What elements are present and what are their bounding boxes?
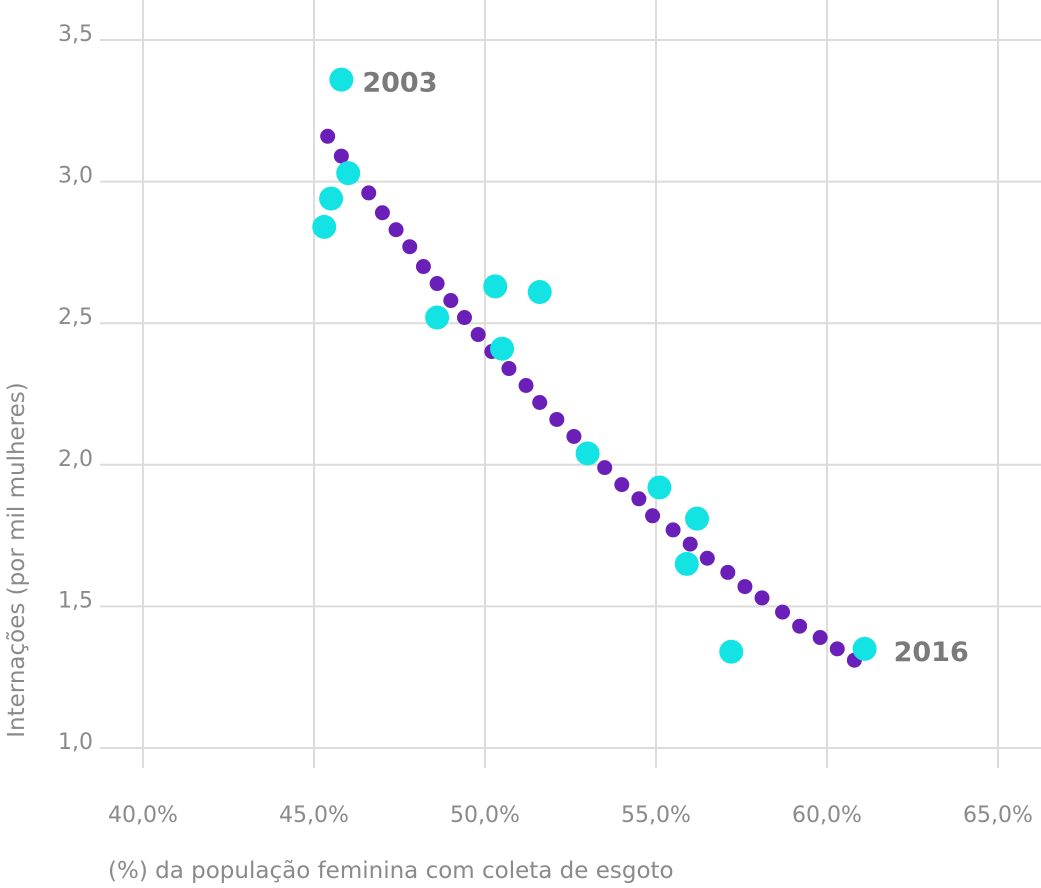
y-tick-label: 1,0 (58, 730, 93, 755)
trend-dot (682, 536, 698, 552)
trend-dot (402, 239, 418, 255)
trend-dot (443, 293, 459, 309)
data-point (319, 186, 344, 211)
data-point (685, 506, 710, 531)
trend-dot (614, 477, 630, 493)
data-point (527, 280, 552, 305)
y-tick-label: 2,0 (58, 447, 93, 472)
data-point (575, 441, 600, 466)
trend-dot (374, 205, 390, 221)
x-tick-label: 40,0% (108, 803, 178, 828)
trend-dot (320, 128, 336, 144)
data-point (312, 214, 337, 239)
trend-dot (597, 460, 613, 476)
data-point (852, 636, 877, 661)
trend-dot (754, 590, 770, 606)
y-tick-label: 1,5 (58, 588, 93, 613)
x-tick-label: 60,0% (792, 803, 862, 828)
x-tick-label: 50,0% (450, 803, 520, 828)
trend-dot (333, 148, 349, 164)
trend-dot (429, 276, 445, 292)
trend-dot (361, 185, 377, 201)
y-tick-label: 2,5 (58, 305, 93, 330)
trend-dot (501, 361, 517, 377)
trend-dot (829, 641, 845, 657)
data-point (647, 475, 672, 500)
trend-dot (456, 310, 472, 326)
x-axis-title: (%) da população feminina com coleta de … (108, 858, 674, 884)
data-points (312, 67, 877, 664)
data-point-label: 2016 (894, 637, 969, 668)
trend-dot (518, 378, 534, 394)
y-tick-label: 3,5 (58, 22, 93, 47)
x-tick-label: 65,0% (963, 803, 1033, 828)
trend-dot (415, 259, 431, 275)
y-tick-label: 3,0 (58, 164, 93, 189)
trend-dot (566, 428, 582, 444)
data-point (674, 551, 699, 576)
point-labels: 2003 2016 (362, 68, 968, 668)
trend-dot (665, 522, 681, 538)
data-point (483, 274, 508, 299)
x-tick-label: 45,0% (279, 803, 349, 828)
y-axis-title: Internações (por mil mulheres) (4, 382, 30, 737)
trend-dot (388, 222, 404, 238)
trend-dot (812, 630, 828, 646)
data-point-label: 2003 (362, 68, 437, 99)
data-point (329, 67, 354, 92)
data-point (719, 639, 744, 664)
y-axis-ticks: 1,0 1,5 2,0 2,5 3,0 3,5 (58, 22, 93, 755)
trend-dot (720, 564, 736, 580)
trend-dot (532, 394, 548, 410)
x-tick-label: 55,0% (621, 803, 691, 828)
trend-dot (775, 604, 791, 620)
trend-dot (645, 508, 661, 524)
data-point (425, 305, 450, 330)
trend-dot (631, 491, 647, 507)
data-point (490, 336, 515, 361)
x-axis-ticks: 40,0% 45,0% 50,0% 55,0% 60,0% 65,0% (108, 803, 1033, 828)
data-point (336, 161, 361, 186)
trend-line (320, 128, 862, 668)
trend-dot (737, 579, 753, 595)
trend-dot (470, 327, 486, 343)
trend-dot (792, 618, 808, 634)
grid (100, 0, 1041, 768)
trend-dot (549, 411, 565, 427)
trend-dot (699, 550, 715, 566)
